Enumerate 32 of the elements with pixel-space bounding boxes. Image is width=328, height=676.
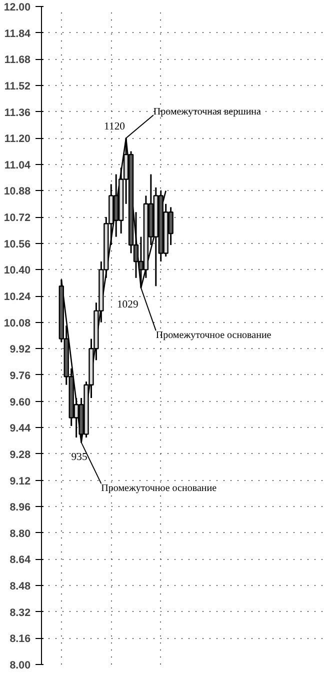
y-tick-label: 9.12 xyxy=(10,475,31,488)
y-tick-label: 8.32 xyxy=(10,606,31,619)
y-tick-label: 9.76 xyxy=(10,370,31,382)
y-tick-label: 11.68 xyxy=(4,54,31,66)
y-tick-label: 11.52 xyxy=(4,80,31,92)
y-tick-label: 8.00 xyxy=(10,660,31,672)
y-tick-label: 9.92 xyxy=(10,344,31,356)
y-tick-label: 9.44 xyxy=(10,422,31,435)
annotation: Промежуточное основание xyxy=(156,330,272,341)
y-tick-label: 11.20 xyxy=(4,133,31,146)
annotation: 935 xyxy=(71,452,88,463)
y-tick-label: 10.56 xyxy=(4,238,31,250)
annotation: 1120 xyxy=(104,122,125,133)
y-tick-label: 8.80 xyxy=(10,528,31,540)
y-tick-label: 11.84 xyxy=(4,28,31,40)
annotation: 1029 xyxy=(116,299,138,310)
y-tick-label: 8.64 xyxy=(10,554,31,566)
y-tick-label: 8.16 xyxy=(10,633,31,646)
y-tick-label: 10.40 xyxy=(4,264,31,277)
annotation: Промежуточная вершина xyxy=(153,106,262,118)
y-tick-label: 11.36 xyxy=(4,106,31,119)
y-tick-label: 11.04 xyxy=(4,159,31,172)
y-tick-label: 10.88 xyxy=(4,186,31,198)
annotation: Промежуточное основание xyxy=(101,482,218,494)
y-tick-label: 9.60 xyxy=(10,396,31,408)
y-tick-label: 12.00 xyxy=(4,2,31,14)
y-tick-label: 10.08 xyxy=(4,317,31,330)
y-tick-label: 10.24 xyxy=(4,291,31,304)
y-tick-label: 8.48 xyxy=(10,580,31,593)
y-tick-label: 9.28 xyxy=(10,448,31,461)
y-tick-label: 8.96 xyxy=(10,502,31,514)
y-tick-label: 10.72 xyxy=(4,212,31,224)
